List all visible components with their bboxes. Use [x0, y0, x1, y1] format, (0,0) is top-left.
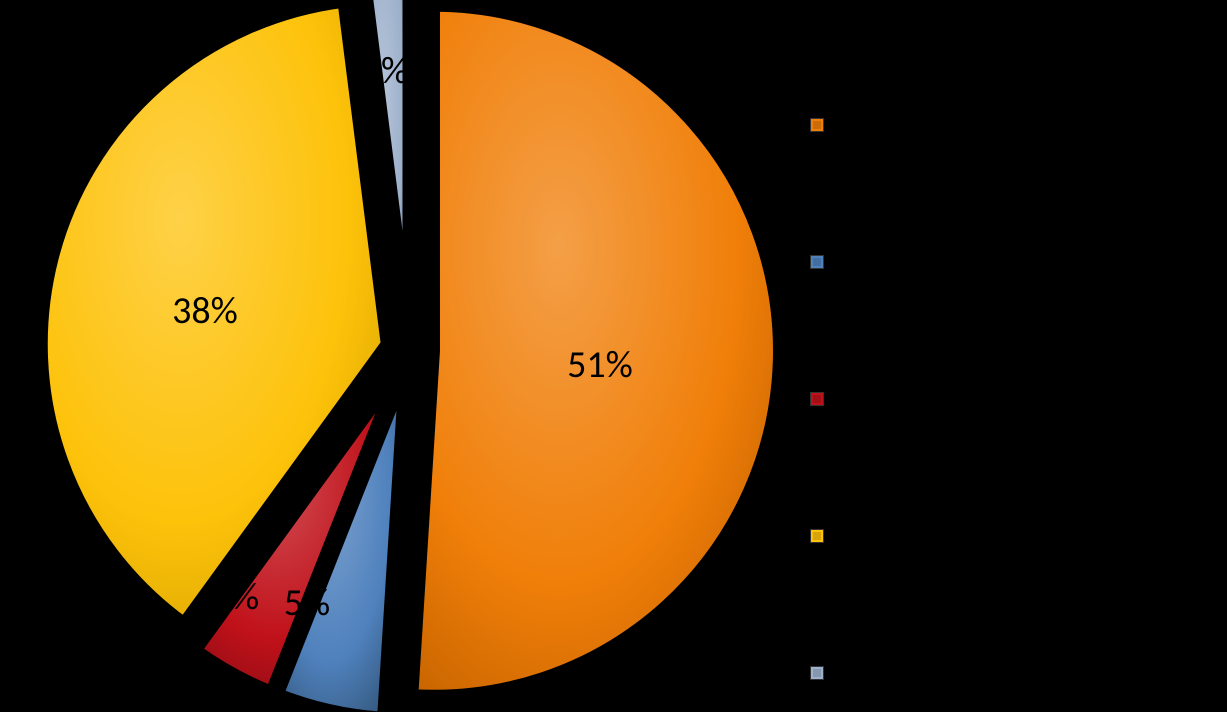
legend: [810, 115, 834, 680]
legend-item-1: [810, 252, 834, 269]
legend-swatch-3: [810, 529, 824, 543]
legend-item-3: [810, 526, 834, 543]
slice-label-3: 38%: [172, 288, 238, 334]
slice-label-0: 51%: [567, 342, 633, 388]
slice-label-4: 2%: [362, 48, 408, 94]
legend-swatch-2: [810, 392, 824, 406]
legend-swatch-0: [810, 118, 824, 132]
legend-item-2: [810, 389, 834, 406]
slice-label-1: 5%: [284, 580, 330, 626]
slice-label-2: 4%: [213, 574, 259, 620]
legend-swatch-4: [810, 666, 824, 680]
pie-chart-container: 51% 5% 4% 38% 2%: [0, 0, 1227, 712]
legend-item-0: [810, 115, 834, 132]
legend-swatch-1: [810, 255, 824, 269]
legend-item-4: [810, 663, 834, 680]
